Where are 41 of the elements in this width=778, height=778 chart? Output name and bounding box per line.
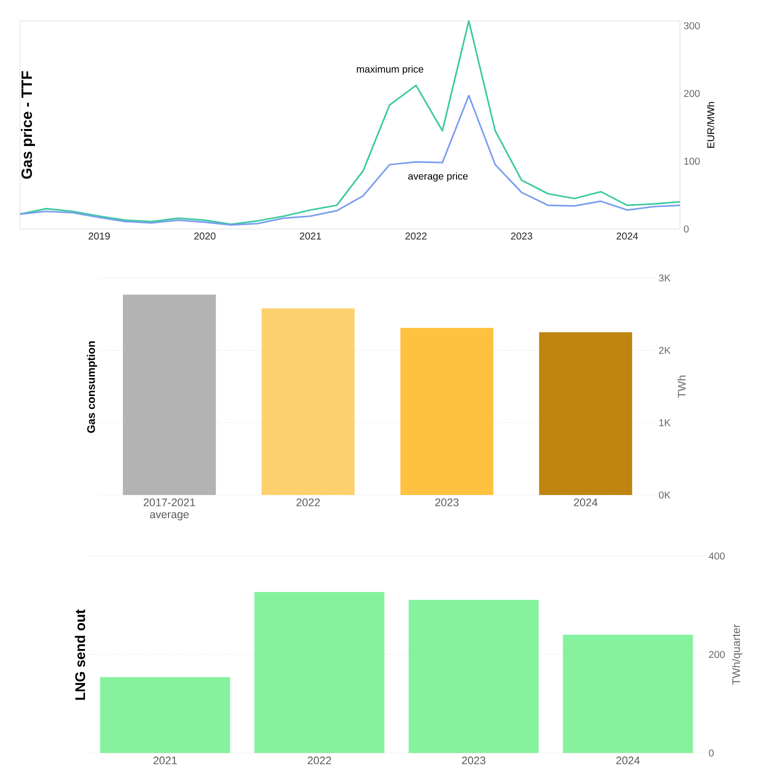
bar [562, 634, 693, 753]
x-tick-label: 2024 [574, 498, 598, 506]
x-tick-label: 2017-2021 average [144, 498, 196, 520]
x-tick-label: 2022 [308, 756, 332, 764]
x-tick-label: 2024 [616, 756, 640, 764]
y-axis-title: EUR/MWh [706, 102, 714, 148]
text: Gas consumption [86, 341, 98, 433]
annotation: maximum price [356, 65, 424, 75]
y-tick-label: 1K [659, 419, 671, 426]
x-tick-label: 2024 [616, 232, 638, 240]
y-tick-label: 200 [684, 90, 700, 98]
y-tick-label: 100 [684, 158, 700, 165]
x-tick-label: 2021 [153, 756, 177, 764]
x-tick-label: 2021 [300, 232, 321, 240]
bar [254, 592, 384, 753]
bar [100, 677, 230, 753]
bar [400, 328, 494, 495]
x-tick-label: 2023 [511, 232, 532, 240]
x-tick-label: 2022 [296, 498, 320, 506]
x-tick-label: 2020 [194, 232, 216, 240]
x-tick-label: 2022 [405, 232, 427, 240]
line-series [19, 20, 681, 226]
y-tick-label: 0 [684, 225, 689, 233]
annotation: average price [408, 172, 468, 182]
y-tick-label: 400 [708, 552, 725, 560]
y-axis-title: TWh/quarter [732, 624, 742, 685]
x-tick-label: 2023 [462, 756, 486, 764]
y-tick-label: 0K [658, 491, 671, 499]
bar [408, 600, 539, 753]
x-tick-label: 2019 [88, 232, 110, 240]
text: LNG send out [74, 609, 86, 700]
bar [262, 308, 355, 495]
y-tick-label: 200 [709, 650, 725, 658]
y-axis-title: TWh [678, 376, 686, 398]
bar [539, 332, 632, 495]
y-tick-label: 3K [658, 274, 671, 282]
y-tick-label: 0 [708, 749, 714, 757]
x-tick-label: 2023 [435, 498, 459, 506]
y-tick-label: 2K [659, 346, 671, 354]
y-tick-label: 300 [684, 22, 700, 30]
text: Gas price - TTF [21, 71, 35, 179]
